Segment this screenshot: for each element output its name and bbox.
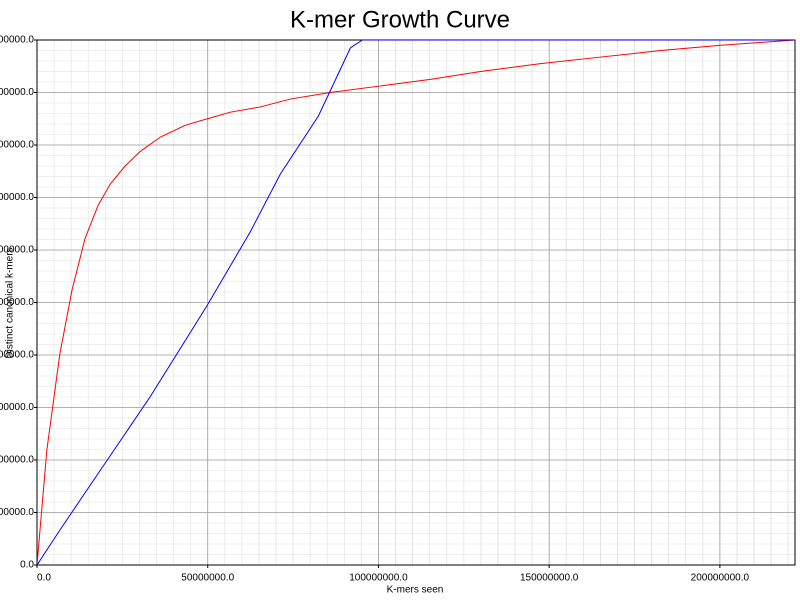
y-tick-label: 4000000.0 [0,455,34,466]
y-tick-label: 12000000.0 [0,245,34,256]
plot-lines [37,40,795,565]
y-tick-label: 20000000.0 [0,35,34,46]
x-tick-label: 0.0 [37,573,51,584]
x-tick-label: 150000000.0 [520,573,579,584]
y-tick-label: 14000000.0 [0,192,34,203]
y-tick-label: 18000000.0 [0,87,34,98]
y-tick-label: 2000000.0 [0,507,34,518]
y-tick-label: 16000000.0 [0,140,34,151]
y-tick-label: 10000000.0 [0,297,34,308]
y-tick-label: 6000000.0 [0,402,34,413]
y-axis-label: Distinct canonical k-mers [5,247,16,358]
y-tick-label: 8000000.0 [0,350,34,361]
series-line [37,40,795,565]
x-axis-label: K-mers seen [387,585,444,596]
x-tick-label: 200000000.0 [691,573,750,584]
y-tick-label: 0.0 [20,560,34,571]
series-line [37,40,795,565]
x-tick-label: 50000000.0 [181,573,234,584]
chart-title: K-mer Growth Curve [290,6,510,33]
x-tick-label: 100000000.0 [349,573,408,584]
